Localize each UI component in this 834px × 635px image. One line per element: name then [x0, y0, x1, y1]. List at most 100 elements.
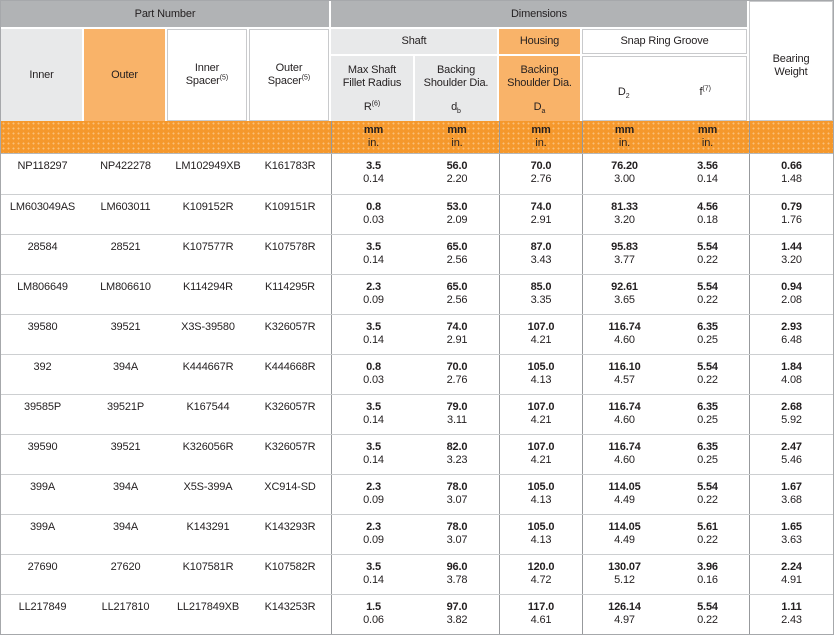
cell-inner: 28584 [1, 235, 84, 274]
cell-f: 3.56 0.14 [666, 154, 749, 194]
cell-outer-spacer: K107582R [249, 555, 331, 594]
col-header-outer: Outer [84, 29, 165, 121]
inner-spacer-part-number: K326056R [182, 441, 234, 453]
symbol-D2: D [617, 86, 626, 98]
value-mm: 1.5 [366, 601, 381, 613]
value-weight-metric: 0.66 [781, 160, 802, 172]
value-in: 3.82 [446, 614, 468, 626]
cell-backing-shoulder-housing: 107.0 4.21 [499, 315, 582, 354]
cell-f: 5.54 0.22 [666, 275, 749, 314]
symbol-d: d [451, 101, 458, 113]
unit-in: in. [367, 137, 380, 149]
housing-label: Housing [519, 35, 560, 47]
cell-backing-shoulder-shaft: 82.0 3.23 [415, 435, 499, 474]
value-weight-imperial: 3.20 [781, 254, 802, 266]
inner-part-number: 39590 [27, 441, 58, 453]
value-in: 4.60 [614, 334, 635, 346]
outer-spacer-part-number: K143253R [264, 601, 316, 613]
value-mm: 74.0 [530, 201, 552, 213]
value-in: 0.22 [697, 534, 718, 546]
value-weight-imperial: 3.68 [781, 494, 802, 506]
cell-inner: 27690 [1, 555, 84, 594]
cell-outer: LM806610 [84, 275, 167, 314]
table-row: 28584 28521 K107577R K107578R 3.5 0.14 6… [1, 234, 833, 274]
units-weight-spacer [749, 121, 833, 153]
value-in: 3.35 [530, 294, 552, 306]
value-in: 3.11 [447, 414, 467, 426]
cell-f: 4.56 0.18 [666, 195, 749, 234]
cell-inner-spacer: K114294R [167, 275, 249, 314]
value-in: 2.56 [446, 294, 468, 306]
cell-d2: 95.83 3.77 [582, 235, 666, 274]
value-mm: 3.56 [697, 160, 718, 172]
cell-outer: 39521 [84, 315, 167, 354]
value-mm: 3.5 [366, 241, 381, 253]
inner-part-number: 28584 [27, 241, 58, 253]
value-in: 4.21 [530, 334, 552, 346]
value-mm: 2.3 [366, 281, 381, 293]
outer-part-number: 39521 [110, 441, 141, 453]
value-in: 0.03 [363, 374, 384, 386]
col-header-outer-spacer: Outer Spacer(5) [249, 29, 329, 121]
cell-d2: 114.05 4.49 [582, 515, 666, 554]
section-header-snap-ring-groove: Snap Ring Groove [582, 29, 747, 54]
cell-f: 5.61 0.22 [666, 515, 749, 554]
footnote-ref-6: (6) [371, 100, 381, 108]
value-in: 0.14 [363, 173, 384, 185]
cell-bearing-weight: 2.24 4.91 [749, 555, 833, 594]
value-in: 0.06 [363, 614, 384, 626]
units-f: mm in. [666, 121, 749, 153]
snap-ring-groove-label: Snap Ring Groove [620, 35, 709, 47]
col-header-inner: Inner [1, 29, 82, 121]
value-mm: 81.33 [611, 201, 638, 213]
value-mm: 3.5 [366, 160, 381, 172]
cell-f: 6.35 0.25 [666, 395, 749, 434]
inner-part-number: NP118297 [17, 160, 68, 172]
value-in: 0.22 [697, 254, 718, 266]
value-in: 4.49 [614, 534, 635, 546]
value-in: 3.43 [530, 254, 552, 266]
value-in: 0.14 [363, 454, 384, 466]
value-weight-imperial: 1.48 [781, 173, 802, 185]
inner-spacer-part-number: K107581R [182, 561, 234, 573]
value-in: 0.14 [697, 173, 718, 185]
value-mm: 116.10 [608, 361, 641, 373]
value-in: 2.56 [446, 254, 468, 266]
value-in: 3.23 [446, 454, 468, 466]
value-mm: 56.0 [446, 160, 468, 172]
cell-bearing-weight: 2.47 5.46 [749, 435, 833, 474]
value-in: 4.21 [530, 454, 552, 466]
cell-bearing-weight: 0.79 1.76 [749, 195, 833, 234]
cell-d2: 116.74 4.60 [582, 315, 666, 354]
cell-outer: 39521 [84, 435, 167, 474]
value-mm: 0.8 [366, 201, 381, 213]
value-in: 3.65 [614, 294, 635, 306]
cell-backing-shoulder-shaft: 74.0 2.91 [415, 315, 499, 354]
cell-d2: 81.33 3.20 [582, 195, 666, 234]
value-weight-imperial: 2.43 [781, 614, 802, 626]
inner-spacer-text: Inner Spacer [185, 62, 220, 87]
value-mm: 105.0 [527, 361, 555, 373]
value-in: 3.77 [614, 254, 635, 266]
cell-inner: LL217849 [1, 595, 84, 634]
value-mm: 6.35 [697, 401, 718, 413]
outer-part-number: NP422278 [100, 160, 151, 172]
value-in: 3.78 [446, 574, 468, 586]
cell-backing-shoulder-housing: 105.0 4.13 [499, 515, 582, 554]
unit-in: in. [701, 137, 714, 149]
value-in: 0.03 [363, 214, 384, 226]
table-row: LL217849 LL217810 LL217849XB K143253R 1.… [1, 594, 833, 634]
value-in: 4.61 [530, 614, 552, 626]
cell-f: 3.96 0.16 [666, 555, 749, 594]
value-weight-metric: 1.67 [781, 481, 802, 493]
inner-part-number: 39585P [23, 401, 62, 413]
units-d2: mm in. [582, 121, 666, 153]
cell-f: 5.54 0.22 [666, 355, 749, 394]
outer-part-number: 28521 [110, 241, 141, 253]
value-mm: 96.0 [446, 561, 468, 573]
cell-backing-shoulder-shaft: 65.0 2.56 [415, 275, 499, 314]
value-mm: 76.20 [611, 160, 638, 172]
value-mm: 5.54 [697, 601, 718, 613]
value-in: 0.16 [697, 574, 718, 586]
